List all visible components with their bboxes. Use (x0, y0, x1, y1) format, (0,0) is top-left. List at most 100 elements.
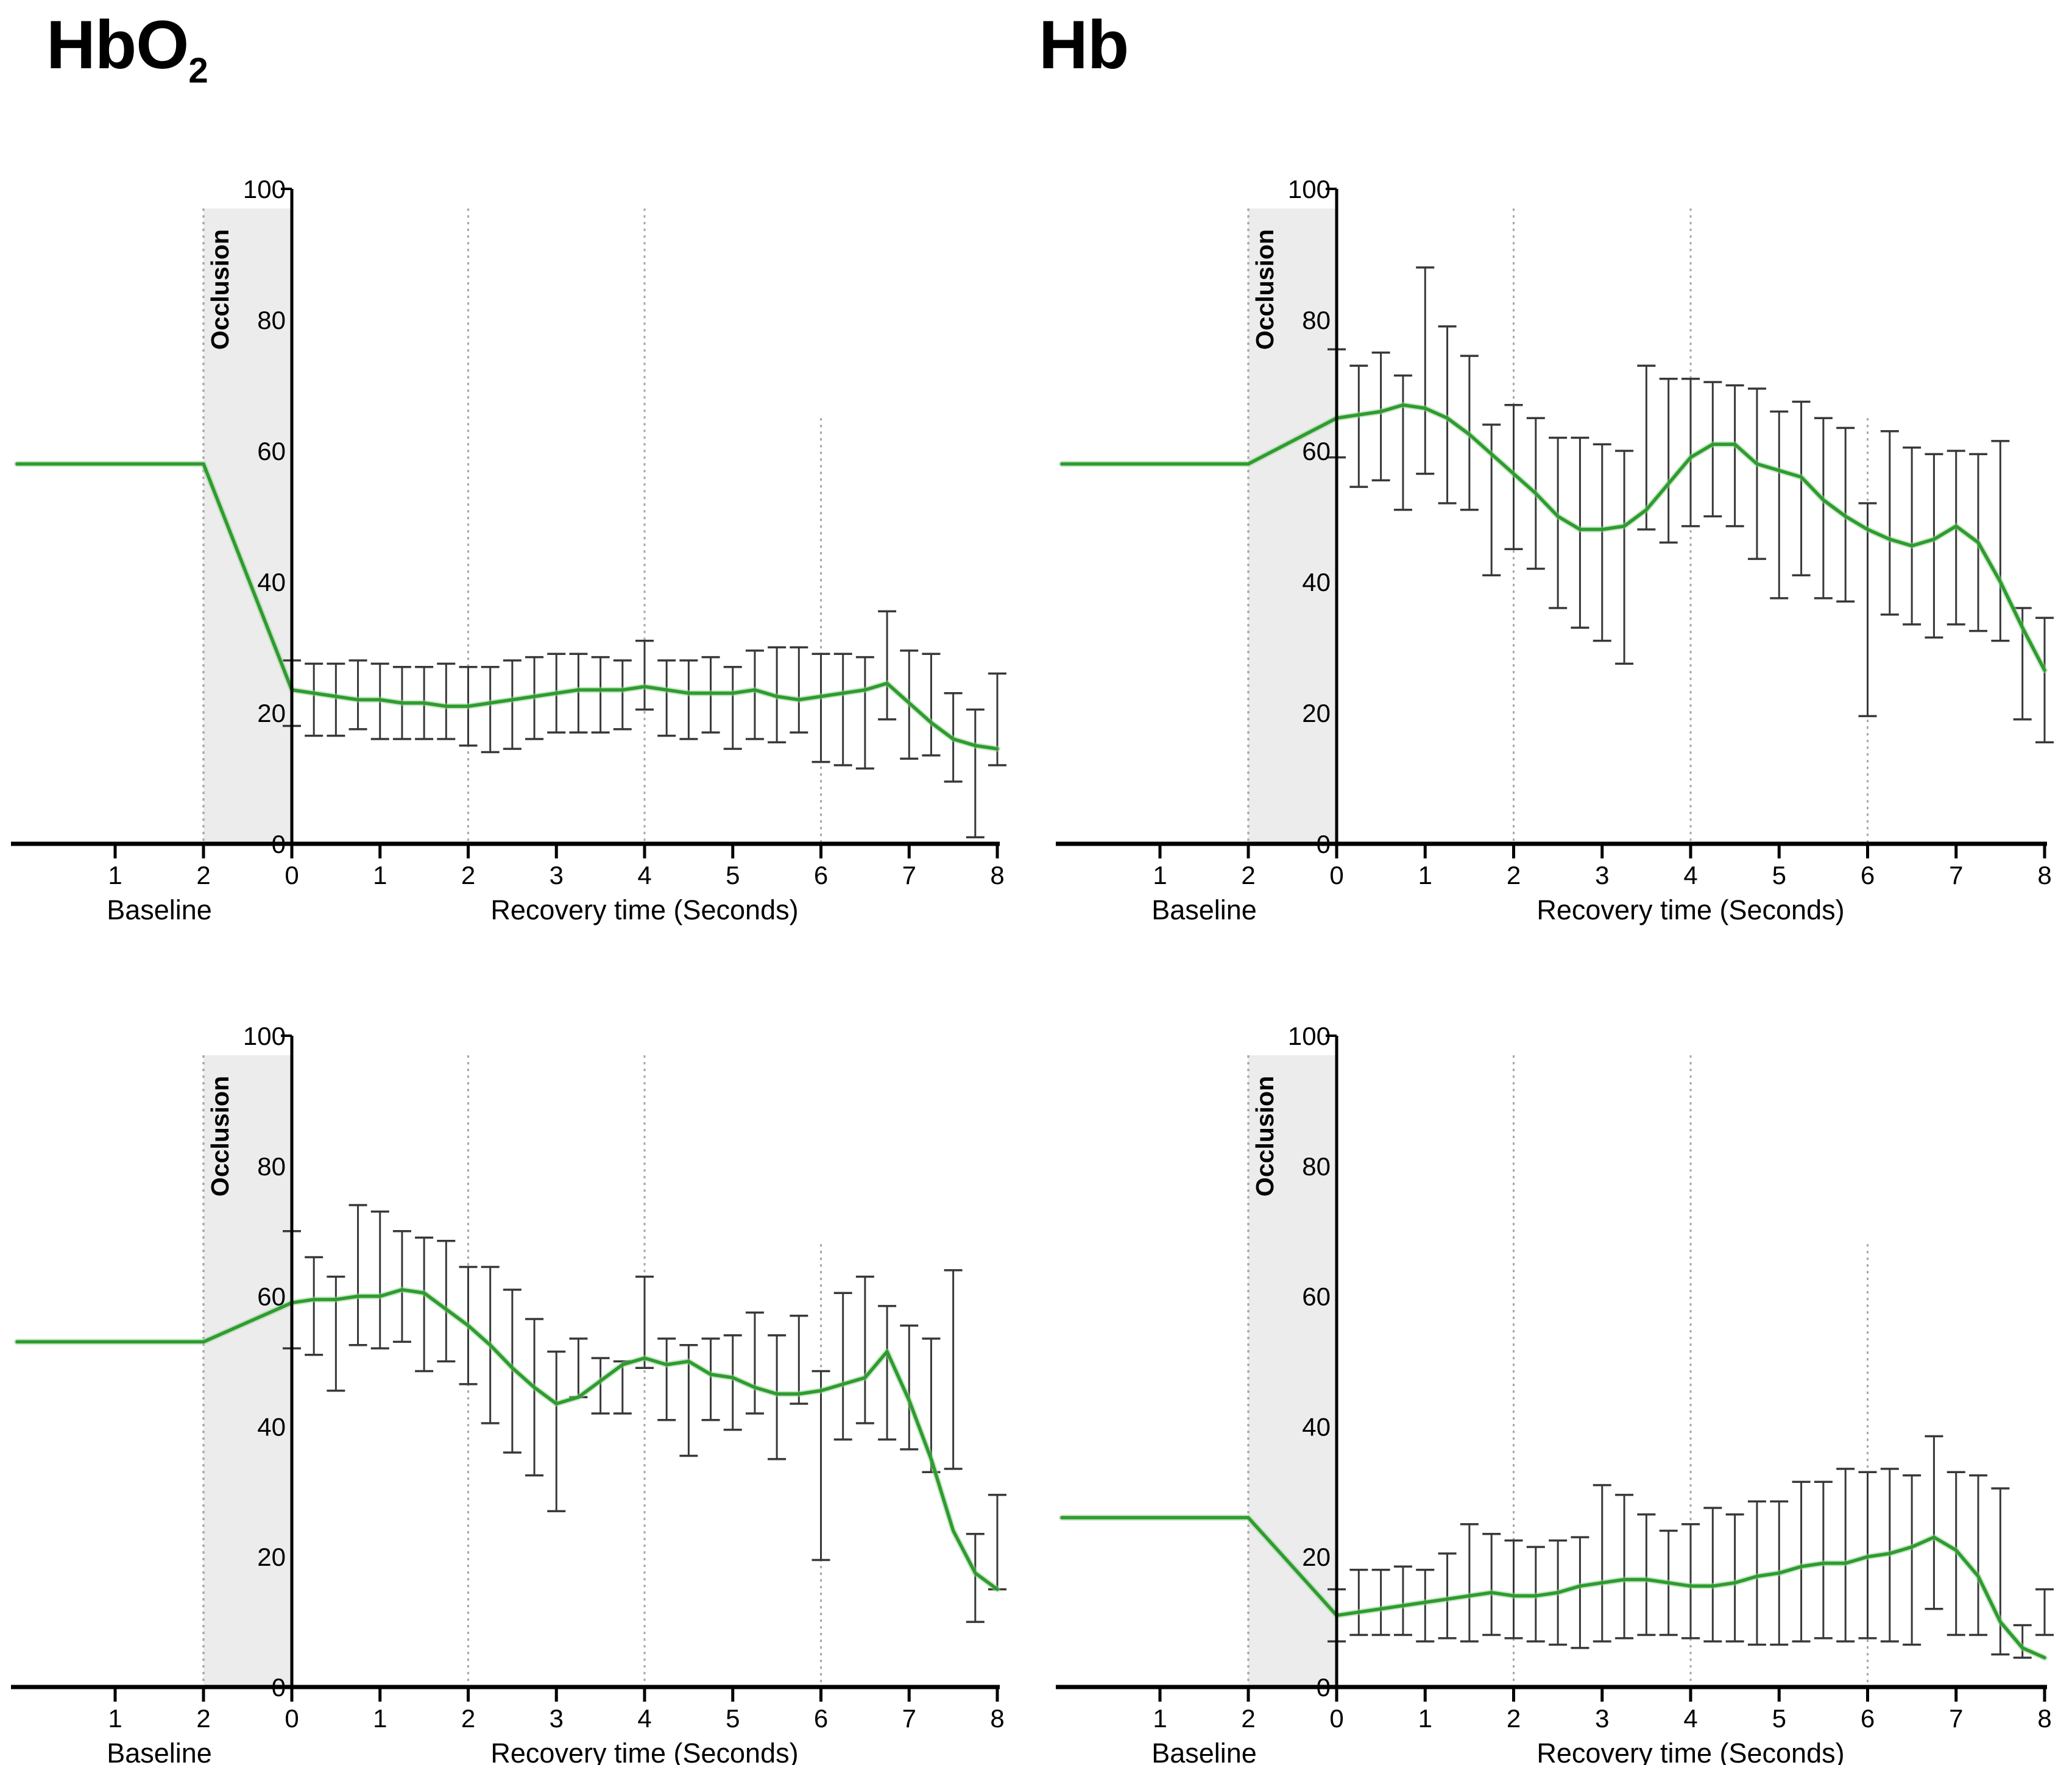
x-tick-label: 5 (1772, 1704, 1786, 1733)
x-tick-label: 3 (1595, 861, 1609, 890)
x-tick-label: 4 (1683, 861, 1697, 890)
error-bar (1659, 378, 1678, 544)
panel-title-hbo2: HbO2 (46, 7, 208, 91)
mean-line-halo (1059, 401, 2048, 674)
x-tick-label: 4 (1683, 1704, 1697, 1733)
error-bar (657, 1337, 676, 1421)
y-tick-label: 100 (243, 1022, 286, 1050)
mean-line (1060, 403, 2046, 672)
error-bar (305, 1256, 324, 1356)
error-bar (1814, 1480, 1833, 1639)
error-bar (503, 659, 522, 750)
panel-title-hb: Hb (1039, 7, 1129, 83)
error-bar (1858, 502, 1877, 718)
y-tick-label: 100 (243, 175, 286, 203)
error-bar (591, 656, 610, 734)
error-bar (922, 653, 941, 757)
error-bar (305, 662, 324, 737)
occlusion-label: Occlusion (206, 229, 234, 350)
x-tick-label: 2 (196, 1704, 210, 1733)
y-tick-label: 20 (1302, 1543, 1331, 1571)
error-bar (1615, 450, 1634, 665)
baseline-caption: Baseline (1151, 894, 1257, 925)
x-tick-label: 4 (637, 861, 651, 890)
x-tick-label: 2 (461, 1704, 475, 1733)
error-bar (988, 1493, 1006, 1591)
error-bar (1349, 1568, 1368, 1636)
error-bar (1770, 410, 1789, 600)
error-bar (1393, 374, 1412, 511)
x-tick-label: 2 (461, 861, 475, 890)
x-tick-label: 1 (108, 1704, 122, 1733)
error-bar (833, 653, 852, 766)
error-bar (437, 1239, 456, 1363)
y-tick-label: 60 (1302, 437, 1331, 465)
x-tick-label: 3 (1595, 1704, 1609, 1733)
error-bar (1792, 400, 1811, 576)
error-bar (1925, 1435, 1943, 1610)
x-tick-label: 1 (108, 861, 122, 890)
error-bar (790, 1314, 808, 1405)
mean-line (15, 1288, 999, 1591)
error-bar (723, 1334, 742, 1431)
error-bar (635, 640, 654, 711)
error-bar (1836, 1468, 1855, 1643)
mean-line (1060, 1516, 2046, 1660)
x-tick-label: 4 (637, 1704, 651, 1733)
error-bar (569, 653, 588, 734)
y-tick-label: 20 (257, 699, 286, 727)
error-bar (1725, 384, 1744, 528)
y-tick-label: 0 (272, 830, 286, 858)
error-bar (1615, 1493, 1634, 1639)
y-tick-label: 60 (1302, 1282, 1331, 1311)
error-bar (1946, 450, 1965, 626)
x-tick-label: 1 (373, 1704, 387, 1733)
x-tick-label: 5 (726, 1704, 740, 1733)
error-bar (1416, 266, 1435, 475)
x-tick-label: 6 (814, 861, 828, 890)
error-bar (1991, 440, 2010, 642)
error-bar (591, 1357, 610, 1415)
x-tick-label: 3 (550, 1704, 564, 1733)
error-bar (1637, 1513, 1656, 1636)
error-bar (768, 1334, 787, 1460)
error-bar (833, 1292, 852, 1441)
error-bar (1925, 453, 1943, 639)
error-bar (1637, 364, 1656, 531)
x-tick-label: 0 (285, 1704, 299, 1733)
y-tick-label: 40 (257, 568, 286, 596)
error-bar (1681, 1523, 1700, 1639)
y-tick-label: 60 (257, 437, 286, 465)
error-bar (348, 1204, 367, 1346)
y-tick-label: 20 (257, 1543, 286, 1571)
error-bar (437, 662, 456, 740)
error-bar (855, 1275, 874, 1424)
error-bar (1438, 1552, 1457, 1639)
error-bar (1482, 1533, 1501, 1636)
x-tick-label: 0 (1329, 1704, 1343, 1733)
x-axis-caption: Recovery time (Seconds) (490, 894, 798, 925)
error-bar (723, 666, 742, 750)
error-bar (701, 1337, 720, 1421)
error-bar (1393, 1565, 1412, 1636)
x-axis-caption: Recovery time (Seconds) (1536, 1738, 1844, 1765)
occlusion-band (203, 208, 292, 844)
error-bar (415, 1236, 434, 1373)
x-tick-label: 1 (1153, 861, 1167, 890)
y-tick-label: 100 (1288, 1022, 1331, 1050)
error-bar (1571, 436, 1589, 629)
error-bar (1416, 1568, 1435, 1643)
error-bar (966, 1533, 985, 1623)
error-bar (1593, 1484, 1611, 1643)
baseline-caption: Baseline (1151, 1738, 1257, 1765)
error-bar (878, 1304, 897, 1441)
error-bar (811, 653, 830, 763)
x-tick-label: 2 (1241, 1704, 1255, 1733)
error-bar (327, 1275, 345, 1392)
y-tick-label: 80 (257, 1152, 286, 1181)
error-bar (370, 1210, 389, 1349)
y-tick-label: 80 (1302, 306, 1331, 334)
x-tick-label: 6 (814, 1704, 828, 1733)
